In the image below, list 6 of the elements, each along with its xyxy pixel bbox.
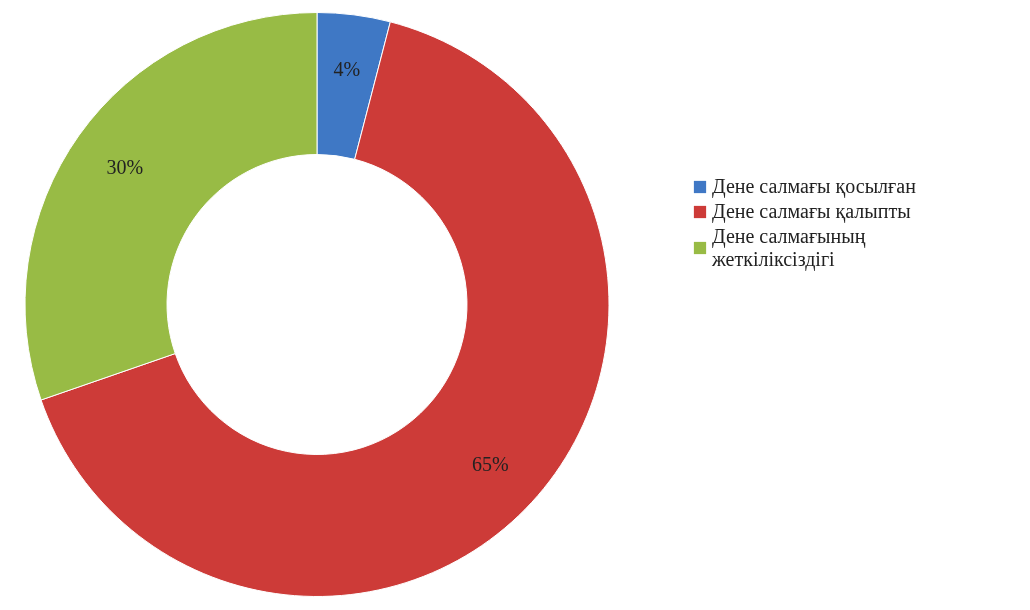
legend-label: Дене салмағы қосылған bbox=[712, 175, 917, 198]
data-label: 65% bbox=[472, 452, 509, 475]
legend-label: Дене салмағының жеткіліксіздігі bbox=[711, 225, 866, 271]
data-label: 4% bbox=[333, 58, 361, 81]
data-label: 30% bbox=[106, 155, 144, 178]
legend-label: Дене салмағы қалыпты bbox=[712, 200, 911, 223]
